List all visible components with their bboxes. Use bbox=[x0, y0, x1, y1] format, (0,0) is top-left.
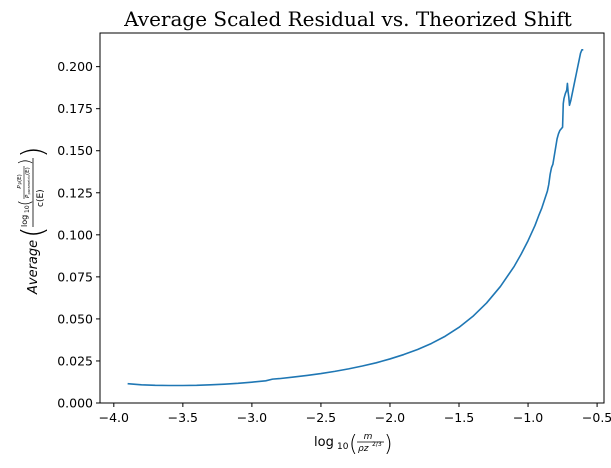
x-tick-label: −4.0 bbox=[99, 410, 129, 425]
svg-text:(E): (E) bbox=[25, 167, 31, 175]
svg-text:c(E): c(E) bbox=[36, 189, 46, 207]
y-axis-ticks: 0.000 0.025 0.050 0.075 0.100 0.125 0.150 0.175… bbox=[57, 59, 100, 411]
y-tick-label: 0.050 bbox=[57, 311, 93, 326]
x-tick-label: −2.5 bbox=[306, 410, 336, 425]
svg-text:10: 10 bbox=[337, 442, 349, 452]
x-tick-label: −1.5 bbox=[444, 410, 474, 425]
svg-text:10: 10 bbox=[24, 205, 31, 213]
svg-text:(E): (E) bbox=[17, 174, 23, 182]
svg-text:m: m bbox=[364, 432, 373, 442]
svg-text:log: log bbox=[20, 215, 29, 227]
chart-title: Average Scaled Residual vs. Theorized Sh… bbox=[123, 7, 572, 31]
svg-text:): ) bbox=[16, 146, 51, 158]
svg-text:Average: Average bbox=[26, 240, 41, 295]
y-tick-label: 0.025 bbox=[57, 353, 93, 368]
x-tick-label: −1.0 bbox=[513, 410, 543, 425]
svg-text:log: log bbox=[314, 435, 334, 450]
y-tick-label: 0.175 bbox=[57, 101, 93, 116]
y-axis-label: Average ( log 10 ( P P (E) P parametric … bbox=[15, 146, 51, 295]
y-tick-label: 0.075 bbox=[57, 269, 93, 284]
x-tick-label: −0.5 bbox=[582, 410, 611, 425]
plot-frame bbox=[99, 32, 605, 404]
svg-text:P: P bbox=[25, 194, 31, 198]
x-axis-ticks: −4.0 −3.5 −3.0 −2.5 −2.0 −1.5 −1.0 −0.5 bbox=[99, 403, 611, 425]
x-tick-label: −3.5 bbox=[168, 410, 198, 425]
svg-text:P: P bbox=[17, 185, 23, 189]
y-tick-label: 0.125 bbox=[57, 185, 93, 200]
series-line bbox=[127, 49, 584, 387]
svg-text:ρz: ρz bbox=[358, 444, 369, 454]
x-tick-label: −2.0 bbox=[375, 410, 405, 425]
y-tick-label: 0.200 bbox=[57, 59, 93, 74]
svg-text:): ) bbox=[15, 159, 34, 165]
y-tick-label: 0.150 bbox=[57, 143, 93, 158]
svg-text:(: ( bbox=[349, 432, 358, 457]
svg-text:(: ( bbox=[16, 226, 51, 238]
x-axis-label: log 10 ( m ρz 2/3 ) bbox=[314, 432, 393, 457]
svg-text:parametric: parametric bbox=[27, 175, 31, 195]
svg-text:P: P bbox=[18, 182, 23, 185]
svg-text:(: ( bbox=[15, 200, 34, 206]
svg-text:): ) bbox=[384, 432, 393, 457]
x-tick-label: −3.0 bbox=[237, 410, 267, 425]
y-tick-label: 0.000 bbox=[57, 396, 93, 411]
svg-text:2/3: 2/3 bbox=[372, 441, 382, 448]
y-tick-label: 0.100 bbox=[57, 227, 93, 242]
